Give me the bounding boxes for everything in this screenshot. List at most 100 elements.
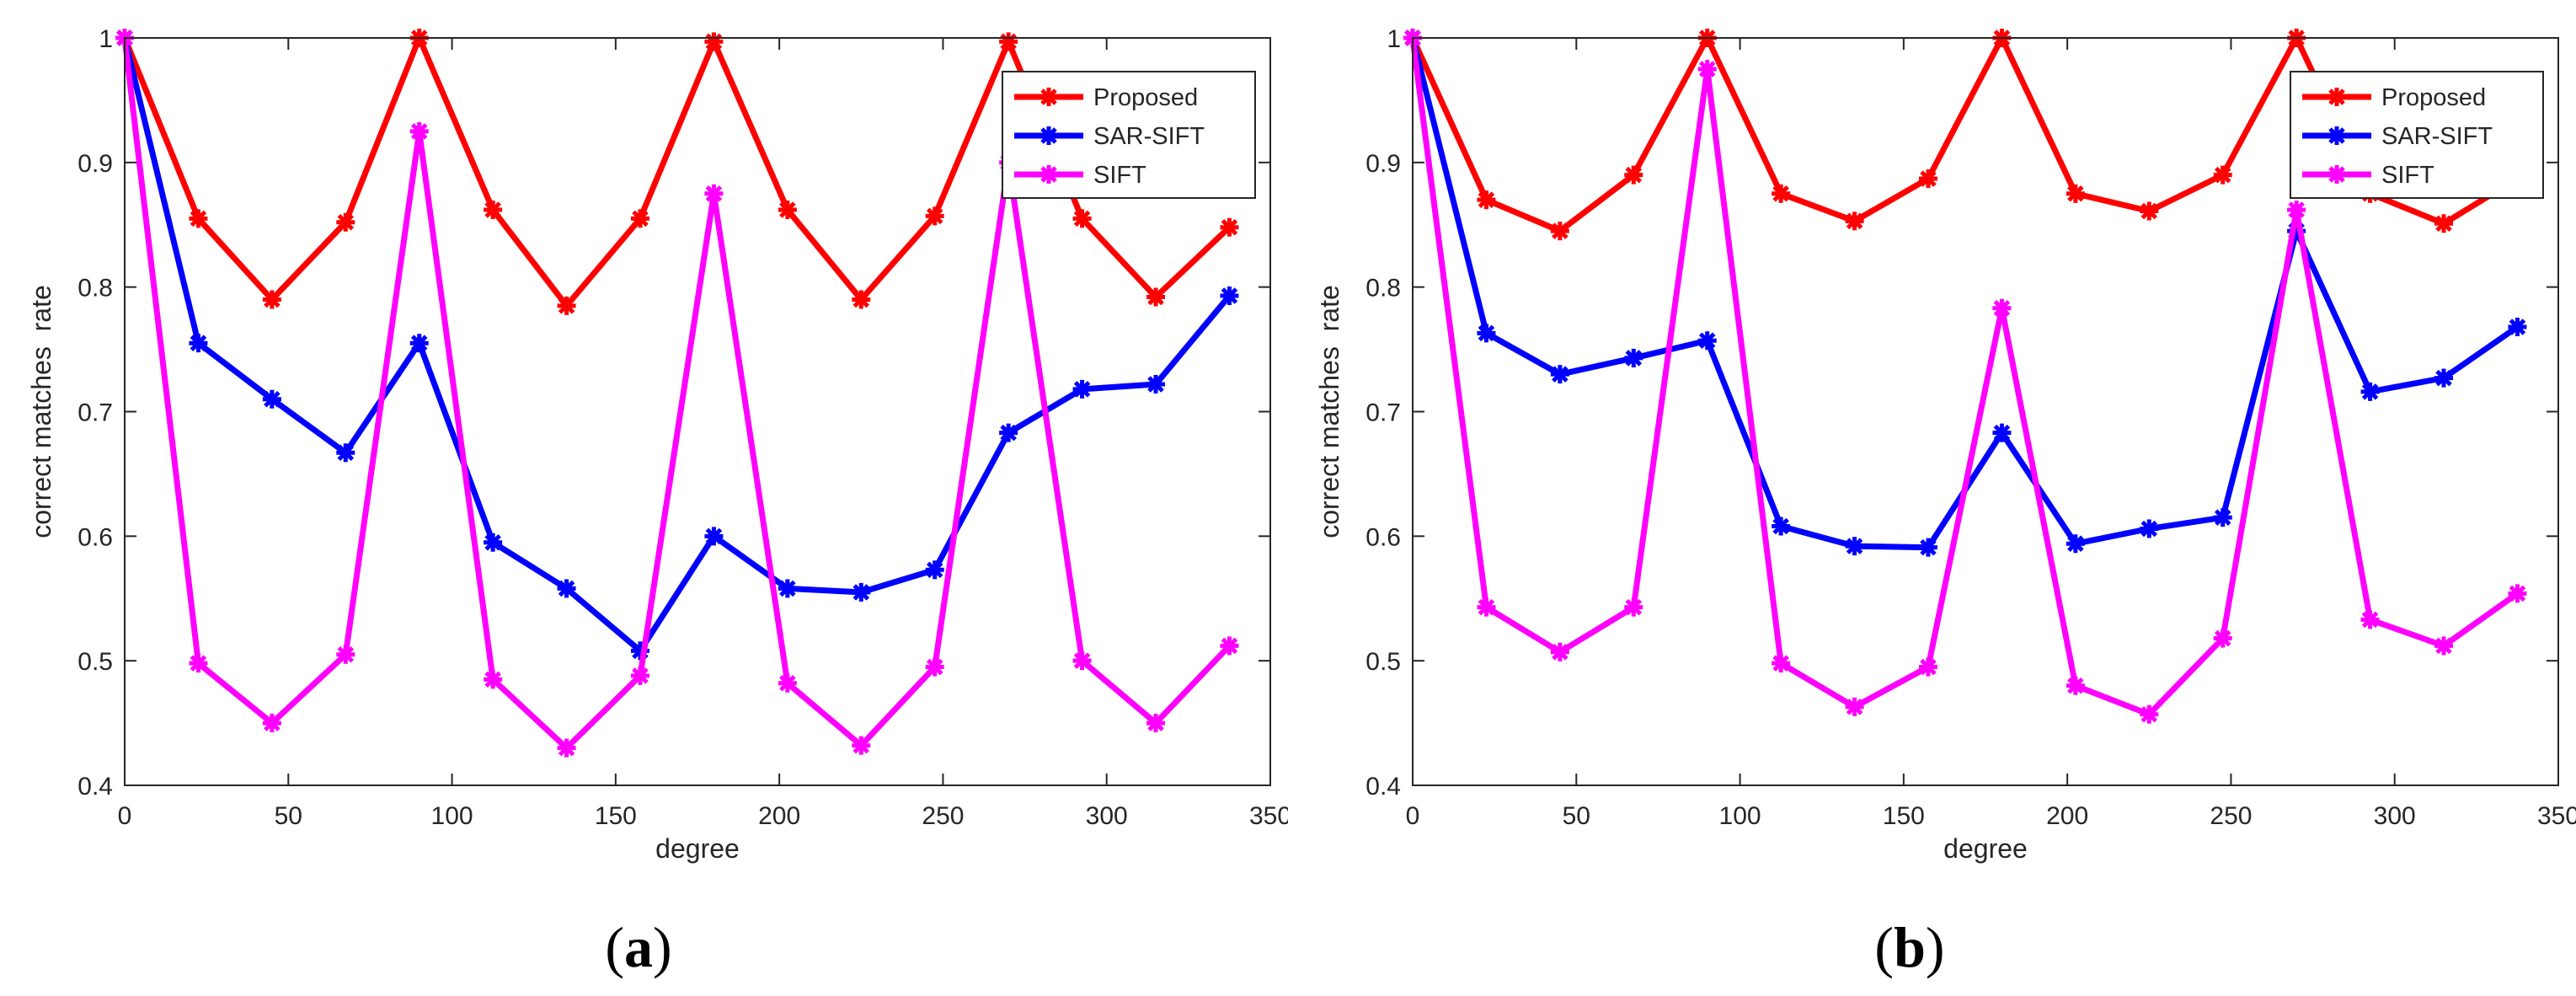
marker-stroke (558, 580, 575, 597)
y-tick-label-a: 0.7 (77, 399, 113, 427)
data-point-proposed-a (189, 209, 208, 228)
marker-stroke (1147, 288, 1164, 306)
axes-box-b (1412, 37, 2559, 786)
legend-marker-proposed-a (1039, 88, 1058, 106)
marker-stroke (2435, 215, 2452, 233)
marker-stroke (337, 646, 355, 663)
marker-stroke (705, 527, 723, 545)
marker-stroke (1040, 88, 1057, 105)
marker-stroke (1846, 212, 1863, 230)
data-point-sar-sift-a (1146, 374, 1165, 394)
axes-box-a (124, 37, 1271, 786)
marker-stroke (1772, 185, 1789, 202)
data-point-sar-sift-b (2508, 317, 2527, 336)
data-point-sift-b (2508, 584, 2527, 603)
x-tick-label-b: 350 (2537, 802, 2576, 830)
marker-stroke (2328, 127, 2345, 144)
data-point-proposed-b (2434, 214, 2453, 233)
data-point-sar-sift-a (336, 443, 355, 463)
data-point-proposed-b (1845, 212, 1864, 231)
data-point-proposed-a (925, 206, 944, 226)
data-point-sift-a (409, 121, 429, 141)
marker-stroke (264, 291, 281, 308)
marker-stroke (1221, 287, 1238, 304)
data-point-sar-sift-b (1697, 331, 1717, 351)
marker-stroke (2067, 535, 2084, 552)
legend-label-sar-sift-b: SAR-SIFT (2381, 123, 2493, 150)
data-point-sar-sift-b (1550, 365, 1569, 384)
x-tick-label-b: 100 (1719, 802, 1761, 830)
marker-stroke (2435, 637, 2452, 655)
marker-stroke (2214, 629, 2231, 647)
chart-a-svg: 0 50 100 150 200 250 300 350 0.4 0.5 0.6 0.7 0.8 0.9 1… (26, 25, 1288, 864)
data-point-proposed-a (336, 212, 355, 232)
marker-stroke (1625, 598, 1643, 616)
marker-stroke (705, 185, 723, 202)
marker-stroke (779, 580, 796, 597)
chart-panel-b: 0 50 100 150 200 250 300 350 0.4 0.5 0.6 0.7 0.8 0.9 1… (1288, 0, 2576, 996)
marker-stroke (1772, 655, 1789, 672)
panel-caption-a: (a) (605, 915, 672, 979)
x-axis-label-a: degree (655, 833, 740, 864)
marker-stroke (852, 584, 870, 601)
series-line-sift-b (1409, 35, 2520, 718)
marker-stroke (2288, 201, 2305, 218)
data-point-sift-a (1146, 714, 1165, 733)
x-tick-label-a: 300 (1086, 802, 1128, 830)
data-point-sift-b (2213, 629, 2232, 648)
y-tick-label-a: 1 (99, 25, 113, 53)
marker-stroke (484, 201, 501, 218)
data-point-sar-sift-b (2140, 519, 2159, 538)
legend-marker-sift-b (2327, 165, 2346, 184)
marker-stroke (484, 533, 501, 551)
data-point-sar-sift-a (409, 334, 429, 353)
marker-stroke (2214, 509, 2231, 526)
data-point-sar-sift-a (999, 423, 1018, 442)
marker-stroke (337, 444, 355, 462)
marker-stroke (558, 297, 575, 314)
marker-stroke (1478, 191, 1495, 208)
marker-stroke (2140, 202, 2158, 220)
data-point-sift-a (336, 645, 355, 664)
x-tick-label-b: 0 (1406, 802, 1420, 830)
data-point-proposed-a (1220, 217, 1239, 237)
y-axis-label-a: correct matches rate (26, 285, 56, 538)
marker-stroke (779, 201, 796, 218)
marker-stroke (1221, 218, 1238, 236)
y-tick-label-a: 0.9 (77, 150, 113, 178)
data-point-sar-sift-b (2066, 534, 2085, 554)
panel-caption-b: (b) (1874, 915, 1945, 979)
data-point-sift-a (852, 736, 871, 755)
data-point-proposed-b (1919, 169, 1937, 189)
data-point-proposed-b (1772, 184, 1791, 203)
data-point-sift-b (2066, 676, 2085, 695)
marker-stroke (926, 561, 943, 579)
marker-stroke (2140, 705, 2158, 723)
data-point-proposed-a (262, 290, 281, 309)
data-point-sar-sift-b (2360, 382, 2380, 401)
marker-stroke (1920, 538, 1937, 556)
marker-stroke (1000, 424, 1017, 442)
x-tick-label-b: 50 (1563, 802, 1590, 830)
marker-stroke (1040, 127, 1057, 144)
data-point-proposed-b (2066, 184, 2085, 203)
data-point-sift-a (557, 738, 576, 758)
data-point-sift-b (1992, 298, 2012, 318)
data-point-sar-sift-a (1072, 379, 1092, 399)
marker-stroke (1993, 300, 2011, 317)
data-point-sift-b (1845, 697, 1864, 716)
marker-stroke (1478, 324, 1495, 342)
marker-stroke (2328, 166, 2345, 183)
data-point-sift-a (1072, 651, 1092, 671)
marker-stroke (484, 671, 501, 688)
data-point-proposed-a (557, 296, 576, 315)
legend-marker-sift-a (1039, 165, 1058, 184)
y-axis-label-b: correct matches rate (1314, 285, 1344, 538)
x-axis-label-b: degree (1943, 833, 2028, 864)
data-point-proposed-b (1550, 222, 1569, 241)
marker-stroke (926, 658, 943, 676)
marker-stroke (1698, 332, 1716, 350)
data-point-sift-b (1550, 642, 1569, 661)
y-tick-label-a: 0.4 (77, 773, 113, 801)
y-tick-label-a: 0.6 (77, 523, 113, 551)
